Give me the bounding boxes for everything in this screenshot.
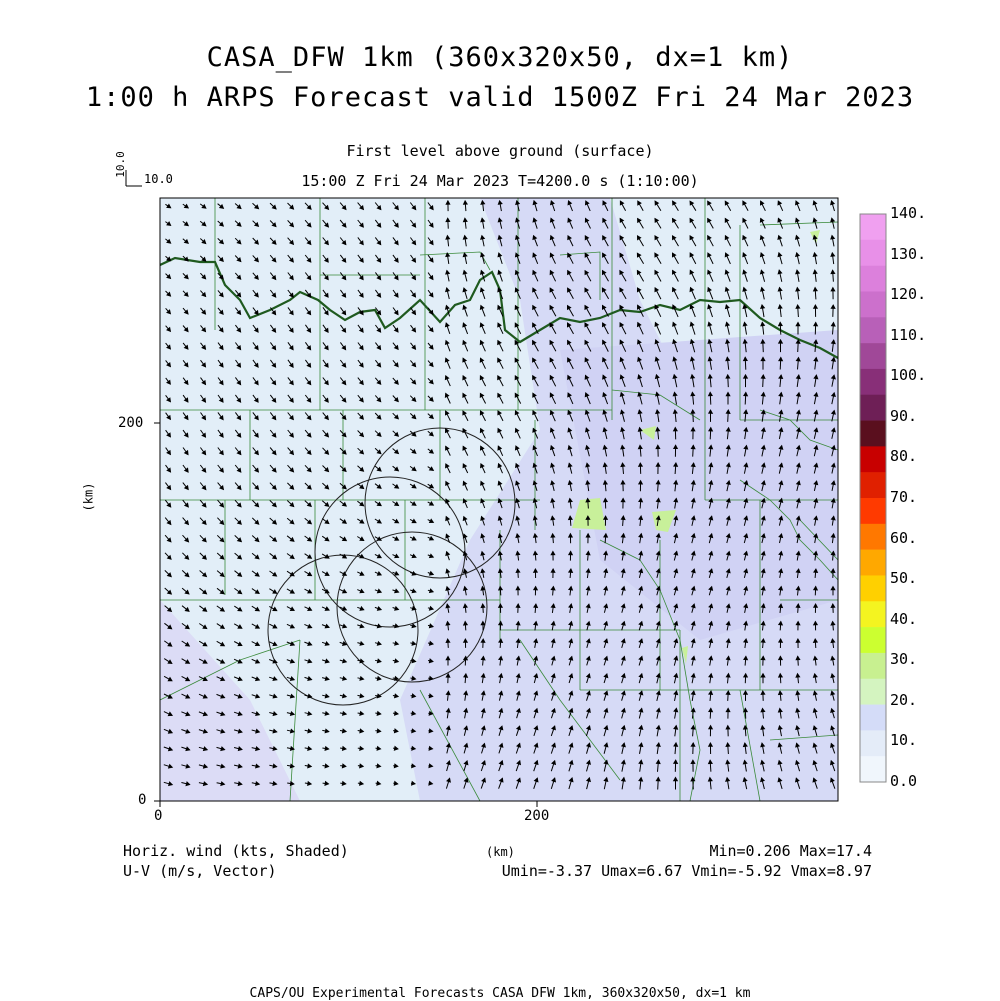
colorbar-swatch: [860, 524, 886, 550]
colorbar-swatch: [860, 679, 886, 705]
colorbar-label: 40.: [890, 610, 917, 628]
colorbar-swatch: [860, 446, 886, 472]
footer-min-max: Min=0.206 Max=17.4: [709, 842, 872, 860]
colorbar-swatch: [860, 317, 886, 343]
colorbar-swatch: [860, 550, 886, 576]
colorbar-swatch: [860, 421, 886, 447]
colorbar-label: 120.: [890, 285, 926, 303]
colorbar-label: 130.: [890, 245, 926, 263]
colorbar: [860, 214, 886, 782]
colorbar-label: 140.: [890, 204, 926, 222]
colorbar-swatch: [860, 266, 886, 292]
x-axis-label: (km): [486, 845, 515, 859]
x-tick-200: 200: [524, 808, 549, 824]
colorbar-swatch: [860, 730, 886, 756]
colorbar-swatch: [860, 653, 886, 679]
chart-subtitle: 1:00 h ARPS Forecast valid 1500Z Fri 24 …: [0, 82, 1000, 113]
colorbar-swatch: [860, 601, 886, 627]
reference-vector-label-y: 10.0: [114, 151, 127, 178]
footer-vector-field: U-V (m/s, Vector): [123, 862, 277, 880]
x-tick-0: 0: [154, 808, 162, 824]
colorbar-label: 50.: [890, 569, 917, 587]
colorbar-swatch: [860, 627, 886, 653]
y-axis-label: (km): [81, 483, 95, 512]
footer-credit: CAPS/OU Experimental Forecasts CASA DFW …: [0, 986, 1000, 1001]
colorbar-label: 30.: [890, 650, 917, 668]
colorbar-swatch: [860, 472, 886, 498]
colorbar-swatch: [860, 395, 886, 421]
colorbar-swatch: [860, 575, 886, 601]
colorbar-label: 100.: [890, 366, 926, 384]
colorbar-label: 70.: [890, 488, 917, 506]
y-tick-200: 200: [118, 415, 143, 431]
footer-shaded-field: Horiz. wind (kts, Shaded): [123, 842, 349, 860]
colorbar-label: 60.: [890, 529, 917, 547]
colorbar-label: 20.: [890, 691, 917, 709]
colorbar-label: 0.0: [890, 772, 917, 790]
footer-uv-range: Umin=-3.37 Umax=6.67 Vmin=-5.92 Vmax=8.9…: [502, 862, 872, 880]
colorbar-swatch: [860, 705, 886, 731]
reference-vector-label-x: 10.0: [144, 172, 173, 186]
colorbar-swatch: [860, 343, 886, 369]
colorbar-label: 80.: [890, 447, 917, 465]
colorbar-swatch: [860, 369, 886, 395]
colorbar-swatch: [860, 756, 886, 782]
colorbar-swatch: [860, 291, 886, 317]
y-tick-0: 0: [138, 792, 146, 808]
level-label: First level above ground (surface): [0, 142, 1000, 160]
colorbar-label: 110.: [890, 326, 926, 344]
chart-title: CASA_DFW 1km (360x320x50, dx=1 km): [0, 42, 1000, 73]
colorbar-swatch: [860, 214, 886, 240]
colorbar-label: 90.: [890, 407, 917, 425]
colorbar-swatch: [860, 498, 886, 524]
colorbar-label: 10.: [890, 731, 917, 749]
colorbar-swatch: [860, 240, 886, 266]
